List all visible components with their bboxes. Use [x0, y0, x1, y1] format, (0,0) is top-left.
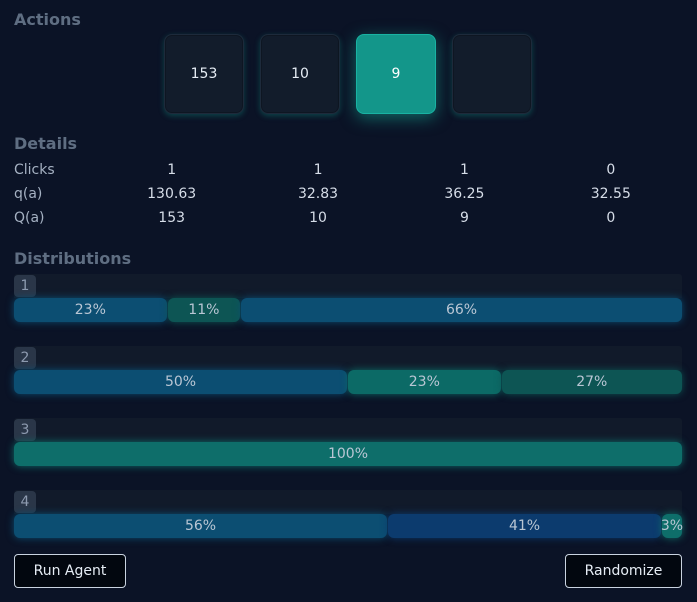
- action-button-3[interactable]: 9: [356, 34, 436, 114]
- cell-value: 0: [606, 210, 616, 226]
- details-row-q-estimate: q(a) 130.63 32.83 36.25 32.55: [14, 182, 684, 206]
- details-row-clicks: Clicks 1 1 1 0: [14, 158, 684, 182]
- distributions-heading: Distributions: [14, 249, 132, 268]
- cell-value: 0: [606, 162, 616, 178]
- distribution-segment: 11%: [167, 298, 241, 322]
- distribution-4: 4 56% 41% 3%: [14, 490, 683, 538]
- randomize-button[interactable]: Randomize: [565, 554, 682, 588]
- cell-value: 1: [459, 162, 469, 178]
- distribution-2: 2 50% 23% 27%: [14, 346, 682, 394]
- cell-value: 1: [167, 162, 177, 178]
- cell-value: 153: [158, 210, 186, 226]
- distribution-segment: 3%: [661, 514, 683, 538]
- run-agent-button[interactable]: Run Agent: [14, 554, 126, 588]
- distribution-segment: 27%: [501, 370, 682, 394]
- row-label: q(a): [14, 186, 43, 202]
- action-button-4[interactable]: [452, 34, 532, 114]
- actions-heading: Actions: [14, 10, 81, 29]
- action-button-2[interactable]: 10: [260, 34, 340, 114]
- distribution-segment: 66%: [241, 298, 682, 322]
- details-row-q-value: Q(a) 153 10 9 0: [14, 206, 684, 230]
- row-label: Q(a): [14, 210, 45, 226]
- row-label: Clicks: [14, 162, 55, 178]
- distribution-segment: 56%: [14, 514, 388, 538]
- cell-value: 32.83: [297, 186, 339, 202]
- cell-value: 10: [309, 210, 327, 226]
- distribution-number: 3: [14, 419, 36, 441]
- distribution-bar: 100%: [14, 442, 682, 466]
- distribution-number: 1: [14, 275, 36, 297]
- distribution-number: 4: [14, 491, 36, 513]
- action-buttons: 153 10 9: [164, 34, 532, 114]
- distribution-number: 2: [14, 347, 36, 369]
- details-heading: Details: [14, 134, 78, 153]
- distribution-bar: 56% 41% 3%: [14, 514, 683, 538]
- details-table: Clicks 1 1 1 0 q(a) 130.63 32.83 36.25 3…: [14, 158, 684, 230]
- distribution-3: 3 100%: [14, 418, 682, 466]
- cell-value: 36.25: [444, 186, 485, 202]
- distribution-1: 1 23% 11% 66%: [14, 274, 682, 322]
- cell-value: 1: [313, 162, 323, 178]
- distribution-bar: 23% 11% 66%: [14, 298, 682, 322]
- cell-value: 9: [459, 210, 469, 226]
- distribution-segment: 50%: [14, 370, 347, 394]
- distribution-segment: 41%: [388, 514, 661, 538]
- cell-value: 32.55: [590, 186, 631, 202]
- distribution-bar: 50% 23% 27%: [14, 370, 682, 394]
- distribution-segment: 23%: [348, 370, 501, 394]
- distribution-segment: 100%: [14, 442, 682, 466]
- distribution-segment: 23%: [14, 298, 167, 322]
- action-button-1[interactable]: 153: [164, 34, 244, 114]
- cell-value: 130.63: [147, 186, 197, 202]
